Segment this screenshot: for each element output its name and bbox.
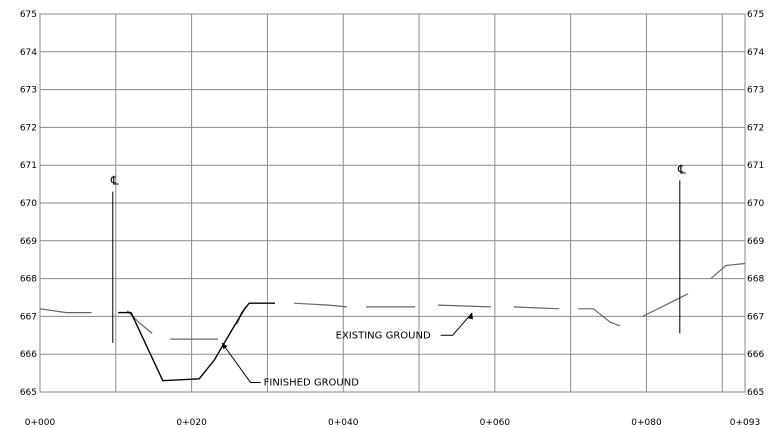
existing-ground-segment: [513, 306, 560, 310]
finished-ground-label: FINISHED GROUND: [264, 378, 360, 389]
y-tick-label-right: 670: [747, 199, 764, 209]
centerline-symbol: ℄: [110, 174, 119, 188]
x-tick-label: 0+080: [631, 418, 662, 428]
y-tick-label-left: 667: [20, 312, 37, 322]
series-layer: [39, 262, 746, 382]
y-tick-label-left: 668: [20, 275, 37, 285]
finished-ground-line: [118, 302, 275, 382]
y-tick-label-left: 671: [20, 161, 37, 171]
y-tick-label-right: 673: [747, 86, 764, 96]
x-tick-label: 0+093: [730, 418, 760, 428]
existing-ground-segment: [578, 308, 621, 327]
existing-ground-segment: [126, 310, 153, 334]
y-tick-label-left: 675: [20, 10, 37, 20]
existing-ground-series: [39, 262, 746, 340]
grid-layer: [39, 13, 746, 393]
existing-ground-label: EXISTING GROUND: [336, 330, 431, 341]
y-tick-label-left: 666: [20, 350, 37, 360]
existing-ground-segment: [710, 262, 746, 280]
x-tick-label: 0+000: [25, 418, 56, 428]
finished-ground-arrowhead: [221, 342, 228, 350]
existing-ground-segment: [642, 293, 689, 317]
y-tick-label-right: 667: [747, 312, 764, 322]
y-tick-label-right: 671: [747, 161, 764, 171]
existing-ground-leader: [440, 312, 473, 336]
existing-ground-segment: [39, 308, 92, 314]
y-tick-label-left: 672: [20, 123, 37, 133]
y-tick-label-right: 675: [747, 10, 764, 20]
y-tick-label-left: 674: [20, 48, 37, 58]
y-tick-label-right: 672: [747, 123, 764, 133]
tick-label-layer: 665 665 666 666 667 667 668 668 669 669 670 670 671 6…: [20, 10, 765, 428]
y-tick-label-left: 669: [20, 237, 37, 247]
x-tick-label: 0+020: [176, 418, 207, 428]
x-tick-label: 0+060: [480, 418, 511, 428]
y-tick-label-left: 665: [20, 388, 37, 398]
y-tick-label-right: 668: [747, 275, 764, 285]
x-tick-label: 0+040: [328, 418, 359, 428]
y-tick-label-right: 665: [747, 388, 764, 398]
y-tick-label-right: 669: [747, 237, 764, 247]
y-tick-label-right: 674: [747, 48, 764, 58]
y-tick-label-right: 666: [747, 350, 764, 360]
y-tick-label-left: 673: [20, 86, 37, 96]
centerline-marker-layer: ℄℄: [110, 162, 686, 343]
annotation-layer: EXISTING GROUND FINISHED GROUND: [221, 312, 473, 389]
existing-ground-segment: [293, 302, 348, 308]
y-tick-label-left: 670: [20, 199, 37, 209]
finished-ground-leader: [221, 342, 261, 384]
centerline-symbol: ℄: [677, 162, 686, 176]
existing-ground-arrowhead: [468, 312, 473, 320]
existing-ground-segment: [437, 304, 492, 308]
finished-ground-series: [118, 302, 275, 382]
